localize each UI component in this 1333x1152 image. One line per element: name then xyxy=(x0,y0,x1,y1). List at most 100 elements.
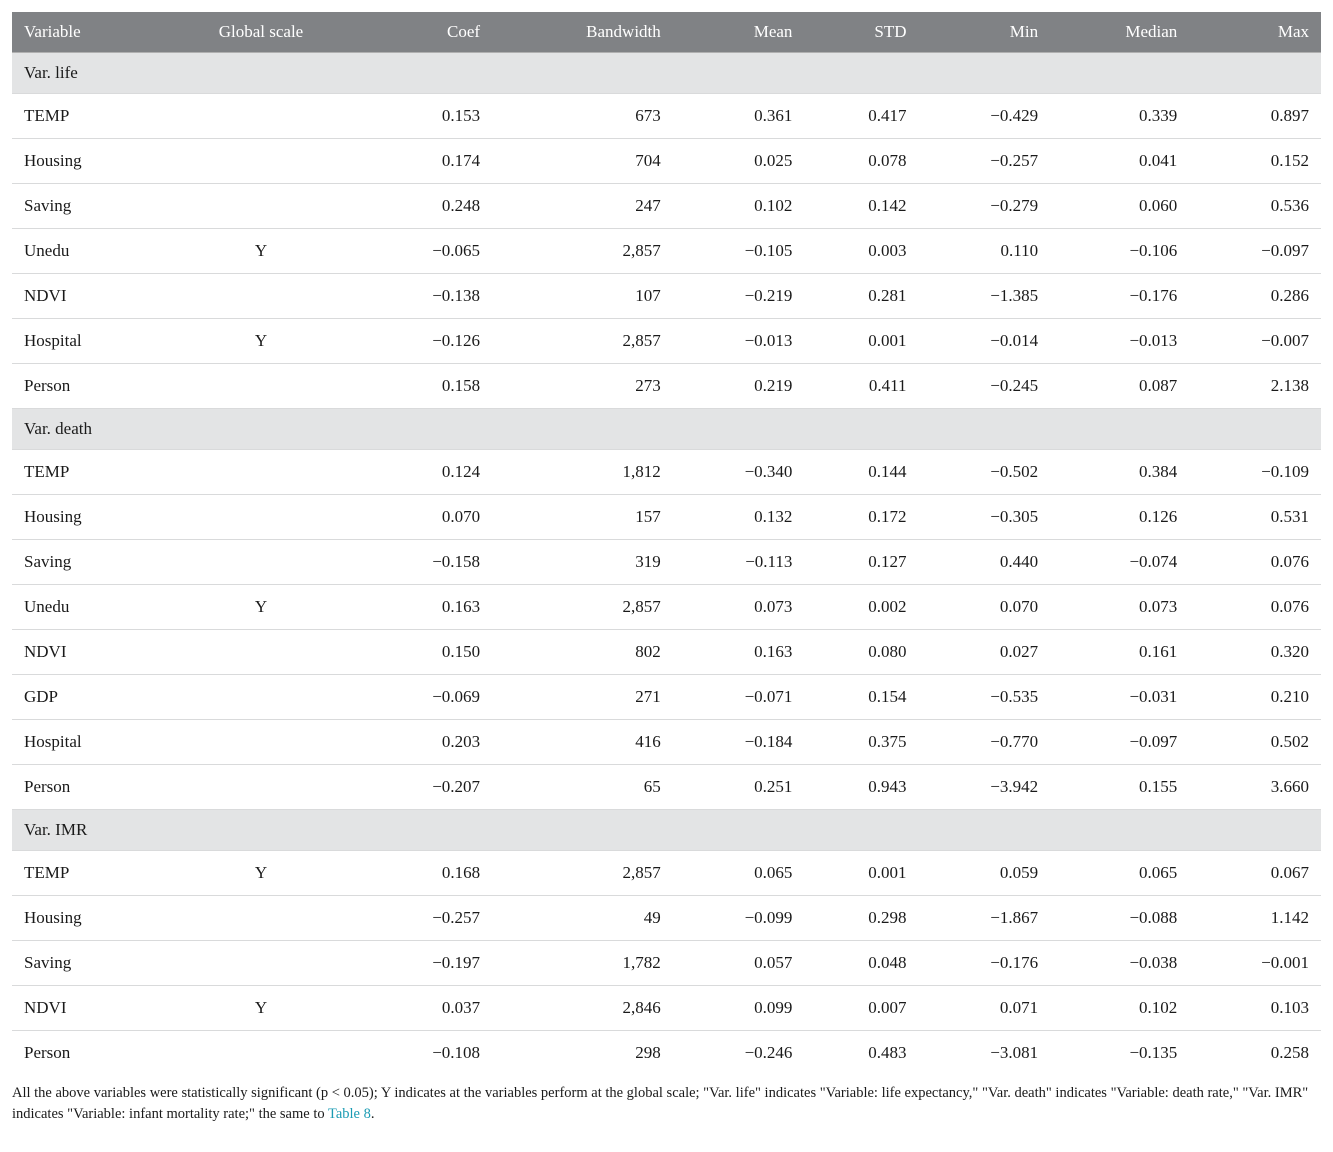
cell: Hospital xyxy=(12,720,162,765)
cell: 0.536 xyxy=(1189,184,1321,229)
cell: 0.002 xyxy=(804,585,918,630)
cell: 0.067 xyxy=(1189,851,1321,896)
cell: −0.097 xyxy=(1189,229,1321,274)
cell: 1,782 xyxy=(492,941,673,986)
cell: 0.154 xyxy=(804,675,918,720)
cell: −0.097 xyxy=(1050,720,1189,765)
cell: 247 xyxy=(492,184,673,229)
cell: 65 xyxy=(492,765,673,810)
cell: 0.065 xyxy=(1050,851,1189,896)
cell: −0.184 xyxy=(673,720,805,765)
cell xyxy=(162,765,361,810)
cell: 0.102 xyxy=(673,184,805,229)
cell: 0.158 xyxy=(360,364,492,409)
cell: 2,846 xyxy=(492,986,673,1031)
cell: 0.219 xyxy=(673,364,805,409)
cell: 0.132 xyxy=(673,495,805,540)
cell xyxy=(162,364,361,409)
cell xyxy=(162,184,361,229)
cell: −3.081 xyxy=(918,1031,1050,1076)
cell: 416 xyxy=(492,720,673,765)
cell: 0.102 xyxy=(1050,986,1189,1031)
cell: 2,857 xyxy=(492,851,673,896)
table-row: Saving−0.1971,7820.0570.048−0.176−0.038−… xyxy=(12,941,1321,986)
cell: −0.158 xyxy=(360,540,492,585)
cell: −0.246 xyxy=(673,1031,805,1076)
cell: −0.013 xyxy=(1050,319,1189,364)
cell: 2,857 xyxy=(492,585,673,630)
cell: −0.109 xyxy=(1189,450,1321,495)
cell: 0.943 xyxy=(804,765,918,810)
cell: 0.065 xyxy=(673,851,805,896)
cell: 0.251 xyxy=(673,765,805,810)
table-row: NDVI−0.138107−0.2190.281−1.385−0.1760.28… xyxy=(12,274,1321,319)
col-mean: Mean xyxy=(673,12,805,53)
cell: 0.320 xyxy=(1189,630,1321,675)
footnote-link[interactable]: Table 8 xyxy=(328,1106,371,1122)
cell: −0.138 xyxy=(360,274,492,319)
cell: 0.153 xyxy=(360,94,492,139)
cell: 0.375 xyxy=(804,720,918,765)
cell: −0.105 xyxy=(673,229,805,274)
cell: −0.176 xyxy=(918,941,1050,986)
cell: −0.219 xyxy=(673,274,805,319)
cell: 0.048 xyxy=(804,941,918,986)
cell: 0.057 xyxy=(673,941,805,986)
cell: Y xyxy=(162,585,361,630)
cell: Y xyxy=(162,986,361,1031)
cell: 0.076 xyxy=(1189,585,1321,630)
cell: Person xyxy=(12,765,162,810)
cell: Housing xyxy=(12,896,162,941)
cell xyxy=(162,540,361,585)
table-row: UneduY0.1632,8570.0730.0020.0700.0730.07… xyxy=(12,585,1321,630)
cell: NDVI xyxy=(12,986,162,1031)
cell: −1.385 xyxy=(918,274,1050,319)
cell: 1,812 xyxy=(492,450,673,495)
cell: 0.025 xyxy=(673,139,805,184)
cell: Hospital xyxy=(12,319,162,364)
cell: 0.210 xyxy=(1189,675,1321,720)
cell: Saving xyxy=(12,540,162,585)
table-row: HospitalY−0.1262,857−0.0130.001−0.014−0.… xyxy=(12,319,1321,364)
cell: −0.279 xyxy=(918,184,1050,229)
cell: 0.041 xyxy=(1050,139,1189,184)
header-row: Variable Global scale Coef Bandwidth Mea… xyxy=(12,12,1321,53)
col-max: Max xyxy=(1189,12,1321,53)
cell: 49 xyxy=(492,896,673,941)
cell: 0.152 xyxy=(1189,139,1321,184)
cell: 0.248 xyxy=(360,184,492,229)
cell: 0.037 xyxy=(360,986,492,1031)
cell: Y xyxy=(162,851,361,896)
cell: 0.103 xyxy=(1189,986,1321,1031)
cell: 107 xyxy=(492,274,673,319)
cell: 0.172 xyxy=(804,495,918,540)
cell: 0.440 xyxy=(918,540,1050,585)
table-row: Person−0.108298−0.2460.483−3.081−0.1350.… xyxy=(12,1031,1321,1076)
cell: Housing xyxy=(12,139,162,184)
cell: 0.073 xyxy=(1050,585,1189,630)
results-table: Variable Global scale Coef Bandwidth Mea… xyxy=(12,12,1321,1075)
cell: TEMP xyxy=(12,94,162,139)
col-global-scale: Global scale xyxy=(162,12,361,53)
cell: Unedu xyxy=(12,585,162,630)
cell: 319 xyxy=(492,540,673,585)
cell: −0.001 xyxy=(1189,941,1321,986)
cell: NDVI xyxy=(12,630,162,675)
cell: 0.001 xyxy=(804,851,918,896)
cell: 0.286 xyxy=(1189,274,1321,319)
cell: 0.531 xyxy=(1189,495,1321,540)
cell: 0.258 xyxy=(1189,1031,1321,1076)
cell: 0.161 xyxy=(1050,630,1189,675)
col-median: Median xyxy=(1050,12,1189,53)
cell: 0.071 xyxy=(918,986,1050,1031)
cell: 0.203 xyxy=(360,720,492,765)
cell: 0.163 xyxy=(673,630,805,675)
cell: 0.126 xyxy=(1050,495,1189,540)
cell xyxy=(162,495,361,540)
cell xyxy=(162,139,361,184)
cell: 0.281 xyxy=(804,274,918,319)
cell: 0.070 xyxy=(360,495,492,540)
cell: TEMP xyxy=(12,450,162,495)
table-row: TEMP0.1536730.3610.417−0.4290.3390.897 xyxy=(12,94,1321,139)
cell: −3.942 xyxy=(918,765,1050,810)
